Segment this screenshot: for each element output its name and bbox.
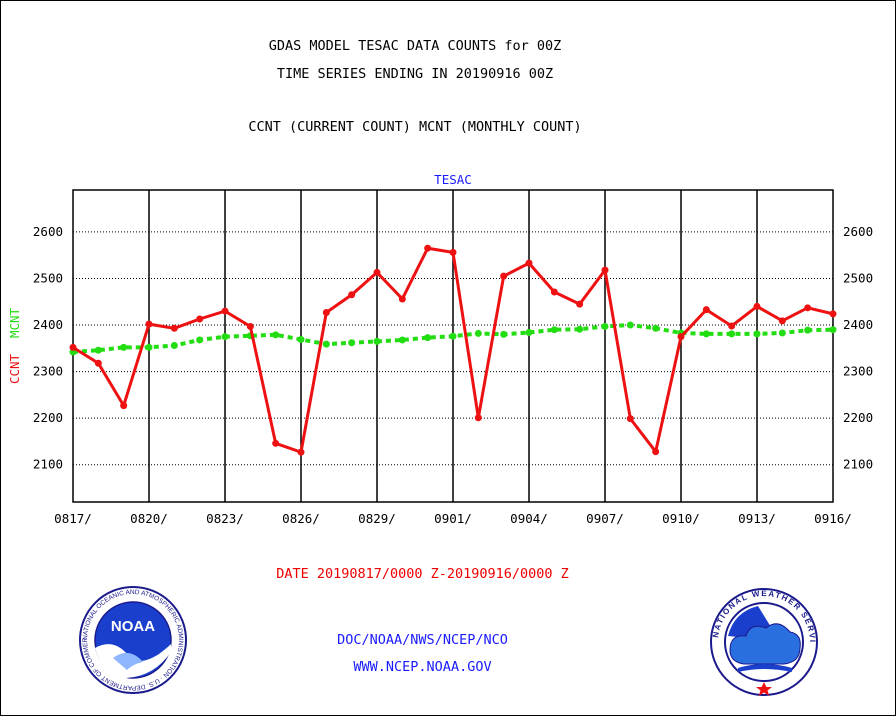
point-ccnt: [196, 315, 204, 323]
chart-title-line-2: TIME SERIES ENDING IN 20190916 00Z: [276, 66, 554, 82]
x-tick-label: 0907/: [586, 511, 624, 526]
point-ccnt: [500, 272, 508, 280]
y-tick-label-left: 2300: [33, 364, 63, 379]
point-mcnt: [272, 331, 280, 339]
point-ccnt: [94, 359, 102, 367]
point-mcnt: [804, 326, 812, 334]
x-tick-label: 0823/: [206, 511, 244, 526]
x-tick-label: 0829/: [358, 511, 396, 526]
series: [69, 244, 837, 456]
point-ccnt: [753, 302, 761, 310]
point-ccnt: [246, 322, 254, 330]
footer-url[interactable]: WWW.NCEP.NOAA.GOV: [353, 659, 492, 675]
point-mcnt: [424, 334, 432, 342]
point-mcnt: [576, 325, 584, 333]
point-mcnt: [196, 336, 204, 344]
point-mcnt: [702, 330, 710, 338]
point-mcnt: [373, 337, 381, 345]
footer-org: DOC/NOAA/NWS/NCEP/NCO: [337, 632, 508, 648]
point-ccnt: [829, 310, 837, 318]
point-ccnt: [576, 300, 584, 308]
point-ccnt: [272, 439, 280, 447]
point-ccnt: [348, 291, 356, 299]
y-tick-label-left: 2200: [33, 410, 63, 425]
noaa-logo-icon: NOAA NATIONAL OCEANIC AND ATMOSPHERIC AD…: [79, 586, 187, 694]
chart-title-line-1: GDAS MODEL TESAC DATA COUNTS for 00Z: [268, 38, 562, 54]
chart-title-line-3: CCNT (CURRENT COUNT) MCNT (MONTHLY COUNT…: [248, 119, 582, 135]
point-mcnt: [322, 340, 330, 348]
point-mcnt: [829, 326, 837, 334]
x-tick-label: 0901/: [434, 511, 472, 526]
y-tick-label-right: 2200: [843, 410, 873, 425]
x-tick-label: 0904/: [510, 511, 548, 526]
point-mcnt: [348, 339, 356, 347]
point-ccnt: [728, 322, 736, 330]
point-ccnt: [525, 259, 533, 267]
y-tick-label-left: 2500: [33, 270, 63, 285]
point-mcnt: [449, 332, 457, 340]
point-ccnt: [778, 317, 786, 325]
point-mcnt: [120, 343, 128, 351]
point-ccnt: [449, 248, 457, 256]
x-tick-label: 0910/: [662, 511, 700, 526]
y-tick-label-right: 2100: [843, 457, 873, 472]
y-axis-label-ccnt: CCNT: [7, 353, 22, 384]
point-ccnt: [424, 244, 432, 252]
x-tick-labels: 0817/0820/0823/0826/0829/0901/0904/0907/…: [54, 511, 852, 526]
noaa-logo-text: NOAA: [111, 618, 155, 635]
point-ccnt: [601, 266, 609, 274]
point-ccnt: [677, 333, 685, 341]
point-mcnt: [94, 346, 102, 354]
point-mcnt: [170, 342, 178, 350]
date-range-label: DATE 20190817/0000 Z-20190916/0000 Z: [276, 566, 569, 582]
point-ccnt: [804, 304, 812, 312]
point-ccnt: [221, 307, 229, 315]
point-mcnt: [297, 335, 305, 343]
point-mcnt: [601, 322, 609, 330]
point-ccnt: [69, 343, 77, 351]
point-mcnt: [525, 328, 533, 336]
point-mcnt: [221, 333, 229, 341]
x-tick-label: 0820/: [130, 511, 168, 526]
point-ccnt: [626, 415, 634, 423]
point-mcnt: [550, 326, 558, 334]
point-mcnt: [474, 329, 482, 337]
point-mcnt: [145, 343, 153, 351]
x-tick-label: 0916/: [814, 511, 852, 526]
point-mcnt: [398, 336, 406, 344]
nws-logo-icon: NATIONAL WEATHER SERVICE: [710, 588, 818, 696]
x-tick-label: 0826/: [282, 511, 320, 526]
point-ccnt: [145, 320, 153, 328]
point-ccnt: [474, 414, 482, 422]
point-ccnt: [702, 306, 710, 314]
y-tick-label-left: 2600: [33, 224, 63, 239]
point-mcnt: [500, 330, 508, 338]
y-tick-label-left: 2100: [33, 457, 63, 472]
point-ccnt: [322, 308, 330, 316]
point-mcnt: [753, 330, 761, 338]
point-mcnt: [626, 321, 634, 329]
y-axis-label-mcnt: MCNT: [7, 307, 22, 338]
x-tick-label: 0913/: [738, 511, 776, 526]
y-tick-label-right: 2300: [843, 364, 873, 379]
point-ccnt: [550, 288, 558, 296]
grid: [73, 190, 833, 502]
point-mcnt: [728, 330, 736, 338]
y-tick-labels: 2100 2100 2200 2200 2300 2300 2400 2400 2500 2500…: [33, 224, 873, 472]
point-ccnt: [297, 448, 305, 456]
y-tick-label-right: 2500: [843, 270, 873, 285]
panel-title: TESAC: [434, 172, 472, 187]
point-ccnt: [373, 268, 381, 276]
y-tick-label-right: 2600: [843, 224, 873, 239]
point-ccnt: [398, 295, 406, 303]
y-tick-label-right: 2400: [843, 317, 873, 332]
point-mcnt: [778, 329, 786, 337]
point-mcnt: [652, 324, 660, 332]
point-ccnt: [652, 448, 660, 456]
point-ccnt: [120, 402, 128, 410]
point-ccnt: [170, 324, 178, 332]
x-tick-label: 0817/: [54, 511, 92, 526]
y-tick-label-left: 2400: [33, 317, 63, 332]
